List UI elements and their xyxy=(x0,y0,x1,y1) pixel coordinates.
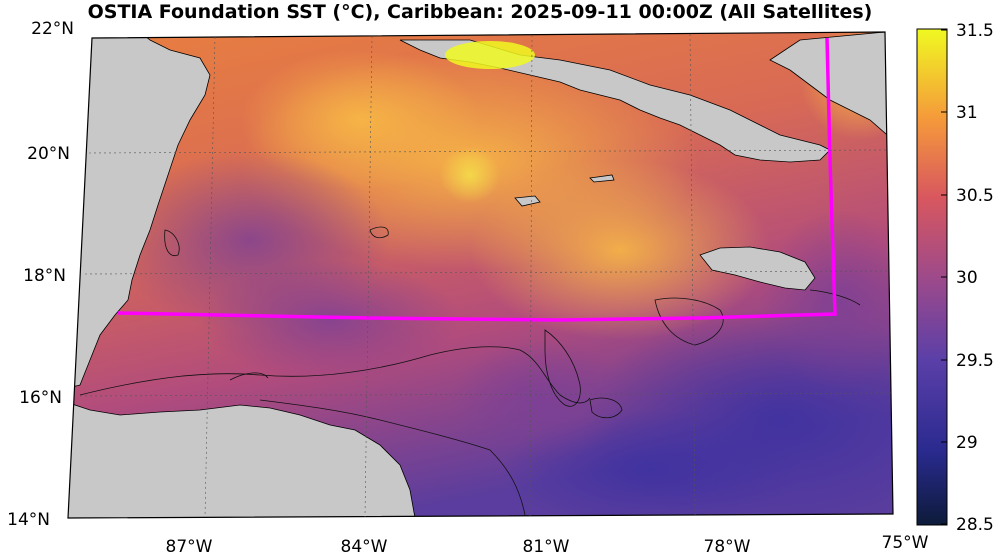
sst-field xyxy=(68,32,893,518)
lat-tick-label: 22°N xyxy=(31,19,74,39)
land xyxy=(68,32,893,518)
lat-axis: 22°N 20°N 18°N 16°N 14°N xyxy=(7,19,74,530)
colorbar: 31.5 31 30.5 30 29.5 29 28.5 xyxy=(916,21,994,535)
lon-tick-label: 78°W xyxy=(704,537,751,557)
lat-tick-label: 14°N xyxy=(7,510,50,530)
colorbar-tick-label: 29 xyxy=(956,433,978,453)
colorbar-tick-label: 28.5 xyxy=(956,515,994,535)
boundary-line xyxy=(117,37,837,322)
lon-tick-label: 75°W xyxy=(882,533,929,553)
lon-tick-label: 87°W xyxy=(166,537,213,557)
lon-tick-label: 81°W xyxy=(523,537,570,557)
colorbar-tick-label: 31.5 xyxy=(956,21,994,41)
lon-tick-label: 84°W xyxy=(341,537,388,557)
lat-tick-label: 16°N xyxy=(19,388,62,408)
colorbar-tick-label: 31 xyxy=(956,103,978,123)
colorbar-tick-label: 29.5 xyxy=(956,351,994,371)
colorbar-tick-label: 30.5 xyxy=(956,186,994,206)
lat-tick-label: 18°N xyxy=(23,266,66,286)
gridlines xyxy=(79,33,892,518)
lat-tick-label: 20°N xyxy=(27,144,70,164)
colorbar-tick-label: 30 xyxy=(956,268,978,288)
lon-axis: 87°W 84°W 81°W 78°W 75°W xyxy=(166,533,929,557)
map-title: OSTIA Foundation SST (°C), Caribbean: 20… xyxy=(87,1,873,23)
map-frame xyxy=(67,31,894,519)
contour-lines xyxy=(79,226,861,516)
